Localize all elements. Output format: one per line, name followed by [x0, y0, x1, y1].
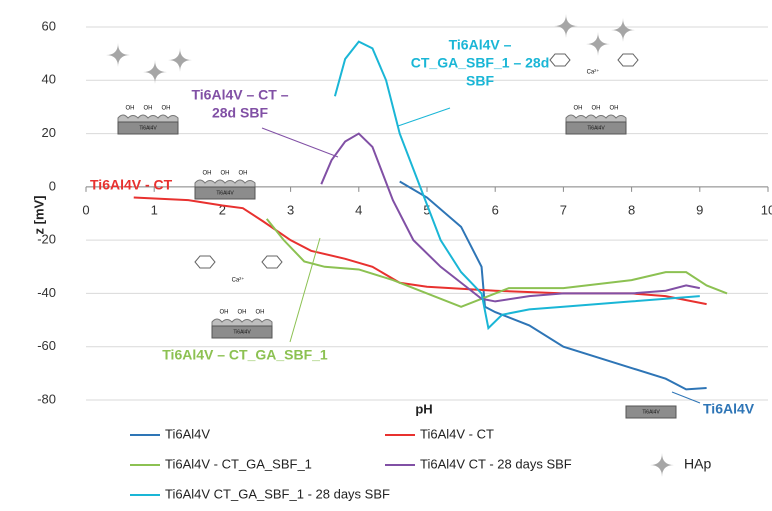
hap-star — [143, 60, 167, 84]
oh-label: OH — [162, 106, 171, 112]
series-line — [265, 218, 728, 308]
oh-label: OH — [203, 171, 212, 177]
hap-star — [586, 32, 610, 56]
x-tick-label: 7 — [560, 202, 567, 217]
annotation: Ti6Al4V - CT — [90, 177, 173, 193]
legend-label: Ti6Al4V - CT — [420, 426, 494, 441]
y-tick-label: 40 — [42, 72, 56, 87]
substrate-label: Ti6Al4V — [642, 409, 660, 415]
surface-substrate — [211, 325, 273, 339]
series-line — [333, 40, 700, 331]
x-tick-label: 4 — [355, 202, 362, 217]
oh-label: OH — [256, 310, 265, 316]
y-axis-label: z [mV] — [31, 196, 46, 235]
substrate-label: Ti6Al4V — [233, 329, 251, 335]
annotation: Ti6Al4V – CT – — [191, 87, 288, 103]
x-axis-label: pH — [415, 401, 432, 416]
annotation: Ti6Al4V – CT_GA_SBF_1 — [162, 347, 328, 363]
y-tick-label: -60 — [37, 338, 56, 353]
y-tick-label: 20 — [42, 125, 56, 140]
legend-label: Ti6Al4V CT - 28 days SBF — [420, 456, 572, 471]
oh-label: OH — [574, 106, 583, 112]
annotation-leader — [397, 107, 451, 127]
surface-substrate — [565, 121, 627, 135]
substrate-label: Ti6Al4V — [587, 125, 605, 131]
series-line — [320, 132, 700, 303]
x-tick-label: 5 — [423, 202, 430, 217]
oh-label: OH — [592, 106, 601, 112]
hap-star — [650, 453, 674, 477]
legend-label: HAp — [684, 456, 711, 472]
legend-label: Ti6Al4V CT_GA_SBF_1 - 28 days SBF — [165, 486, 390, 501]
y-tick-label: 60 — [42, 18, 56, 33]
y-tick-label: -40 — [37, 285, 56, 300]
annotation: SBF — [466, 73, 494, 89]
molecule — [617, 53, 639, 67]
annotation-leader — [671, 391, 701, 404]
oh-label: OH — [220, 310, 229, 316]
annotation: Ti6Al4V — [703, 401, 755, 417]
surface-substrate — [625, 405, 677, 419]
annotation-leader — [289, 237, 321, 343]
substrate-label: Ti6Al4V — [216, 190, 234, 196]
x-tick-label: 2 — [219, 202, 226, 217]
ion-label: Ca²⁺ — [232, 277, 245, 284]
oh-label: OH — [126, 106, 135, 112]
oh-label: OH — [144, 106, 153, 112]
hap-star — [106, 43, 130, 67]
annotation: CT_GA_SBF_1 – 28d — [411, 55, 550, 71]
surface-substrate — [194, 186, 256, 200]
y-tick-label: 0 — [49, 178, 56, 193]
hap-star — [554, 14, 578, 38]
series-line — [399, 180, 707, 391]
x-tick-label: 1 — [151, 202, 158, 217]
annotation-leader — [261, 127, 339, 158]
substrate-label: Ti6Al4V — [139, 125, 157, 131]
y-tick-label: -20 — [37, 232, 56, 247]
x-tick-label: 10 — [761, 202, 772, 217]
molecule — [261, 255, 283, 269]
legend-label: Ti6Al4V — [165, 426, 210, 441]
y-tick-label: -80 — [37, 391, 56, 406]
oh-label: OH — [238, 310, 247, 316]
x-tick-label: 0 — [82, 202, 89, 217]
x-tick-label: 3 — [287, 202, 294, 217]
x-tick-label: 9 — [696, 202, 703, 217]
x-tick-label: 8 — [628, 202, 635, 217]
hap-star — [611, 18, 635, 42]
hap-star — [168, 48, 192, 72]
legend-label: Ti6Al4V - CT_GA_SBF_1 — [165, 456, 312, 471]
molecule — [194, 255, 216, 269]
oh-label: OH — [610, 106, 619, 112]
annotation: 28d SBF — [212, 105, 268, 121]
molecule — [549, 53, 571, 67]
annotation: Ti6Al4V – — [449, 37, 512, 53]
surface-substrate — [117, 121, 179, 135]
ion-label: Ca²⁺ — [587, 69, 600, 76]
x-tick-label: 6 — [492, 202, 499, 217]
oh-label: OH — [221, 171, 230, 177]
oh-label: OH — [239, 171, 248, 177]
